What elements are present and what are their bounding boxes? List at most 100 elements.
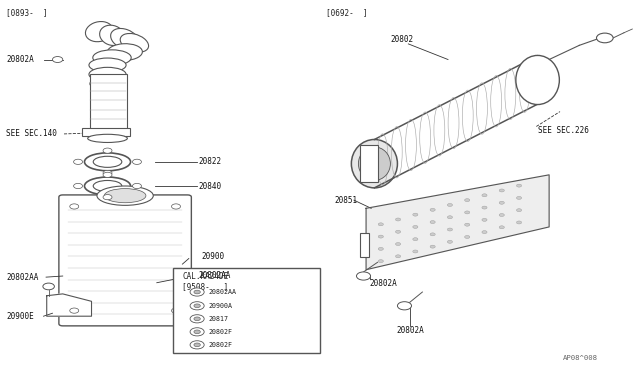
Polygon shape xyxy=(374,56,538,188)
Circle shape xyxy=(397,302,412,310)
Circle shape xyxy=(482,231,487,234)
Text: 20802F: 20802F xyxy=(208,329,232,335)
Circle shape xyxy=(103,195,112,200)
Ellipse shape xyxy=(93,156,122,167)
Bar xyxy=(90,74,127,130)
Text: [0692-  ]: [0692- ] xyxy=(326,9,368,17)
Circle shape xyxy=(499,214,504,217)
Circle shape xyxy=(447,216,452,219)
Circle shape xyxy=(430,233,435,236)
Circle shape xyxy=(447,203,452,206)
Circle shape xyxy=(499,226,504,229)
Circle shape xyxy=(194,290,200,294)
Ellipse shape xyxy=(90,77,125,90)
Circle shape xyxy=(74,159,83,164)
Circle shape xyxy=(413,238,418,241)
Circle shape xyxy=(482,206,487,209)
Circle shape xyxy=(190,315,204,323)
Text: 20802AA: 20802AA xyxy=(6,273,39,282)
Circle shape xyxy=(465,199,470,202)
Circle shape xyxy=(430,245,435,248)
Circle shape xyxy=(132,183,141,189)
Circle shape xyxy=(70,308,79,313)
Circle shape xyxy=(190,341,204,349)
Circle shape xyxy=(43,283,54,290)
Circle shape xyxy=(482,194,487,197)
Ellipse shape xyxy=(97,186,154,205)
Text: 20851: 20851 xyxy=(334,196,357,205)
Circle shape xyxy=(378,260,383,263)
Circle shape xyxy=(74,183,83,189)
Circle shape xyxy=(465,211,470,214)
Text: SEE SEC.140: SEE SEC.140 xyxy=(6,129,57,138)
Ellipse shape xyxy=(104,189,146,203)
Circle shape xyxy=(430,208,435,211)
Ellipse shape xyxy=(89,58,126,72)
Circle shape xyxy=(516,196,522,199)
Circle shape xyxy=(499,201,504,204)
Text: 20802AA: 20802AA xyxy=(198,271,231,280)
Bar xyxy=(82,128,130,136)
Circle shape xyxy=(70,204,79,209)
Text: CAL.KA24DE: CAL.KA24DE xyxy=(182,272,228,280)
Polygon shape xyxy=(366,175,549,270)
Circle shape xyxy=(465,235,470,238)
Text: [0893-  ]: [0893- ] xyxy=(6,9,48,17)
Ellipse shape xyxy=(84,177,131,195)
Circle shape xyxy=(190,328,204,336)
Circle shape xyxy=(465,223,470,226)
Bar xyxy=(360,232,369,257)
Circle shape xyxy=(447,228,452,231)
Circle shape xyxy=(190,302,204,310)
Circle shape xyxy=(516,184,522,187)
Ellipse shape xyxy=(89,67,126,81)
Circle shape xyxy=(172,308,180,313)
Ellipse shape xyxy=(351,140,397,188)
Circle shape xyxy=(194,304,200,308)
Ellipse shape xyxy=(88,134,127,142)
Circle shape xyxy=(194,317,200,321)
Ellipse shape xyxy=(93,180,122,192)
Ellipse shape xyxy=(100,25,124,45)
Ellipse shape xyxy=(120,33,148,52)
Circle shape xyxy=(194,330,200,334)
Circle shape xyxy=(396,230,401,233)
Text: 20817: 20817 xyxy=(208,316,228,322)
Circle shape xyxy=(378,247,383,250)
Text: 20802: 20802 xyxy=(390,35,413,44)
Circle shape xyxy=(172,204,180,209)
Bar xyxy=(360,145,378,182)
Ellipse shape xyxy=(86,22,113,42)
Circle shape xyxy=(132,159,141,164)
Circle shape xyxy=(103,172,112,177)
Polygon shape xyxy=(47,294,92,316)
Bar xyxy=(173,268,320,353)
Text: 20822: 20822 xyxy=(198,157,221,166)
FancyBboxPatch shape xyxy=(59,195,191,326)
Ellipse shape xyxy=(93,50,131,65)
Text: 20802A: 20802A xyxy=(397,326,424,335)
Text: 20900E: 20900E xyxy=(6,312,34,321)
Circle shape xyxy=(190,288,204,296)
Text: SEE SEC.226: SEE SEC.226 xyxy=(538,126,588,135)
Circle shape xyxy=(499,189,504,192)
Circle shape xyxy=(52,57,63,62)
Text: 20840: 20840 xyxy=(198,182,221,190)
Text: 20802AA: 20802AA xyxy=(208,289,236,295)
Circle shape xyxy=(413,213,418,216)
Text: 20802A: 20802A xyxy=(370,279,397,288)
Circle shape xyxy=(103,170,112,176)
Ellipse shape xyxy=(111,29,139,49)
Circle shape xyxy=(430,221,435,224)
Circle shape xyxy=(356,272,371,280)
Text: 20802A: 20802A xyxy=(6,55,34,64)
Text: 20802F: 20802F xyxy=(208,342,232,348)
Text: 20900: 20900 xyxy=(202,252,225,261)
Circle shape xyxy=(413,225,418,228)
Ellipse shape xyxy=(108,44,142,61)
Circle shape xyxy=(413,250,418,253)
Circle shape xyxy=(396,255,401,258)
Circle shape xyxy=(378,235,383,238)
Circle shape xyxy=(103,148,112,153)
Text: AP08^008: AP08^008 xyxy=(563,355,598,361)
